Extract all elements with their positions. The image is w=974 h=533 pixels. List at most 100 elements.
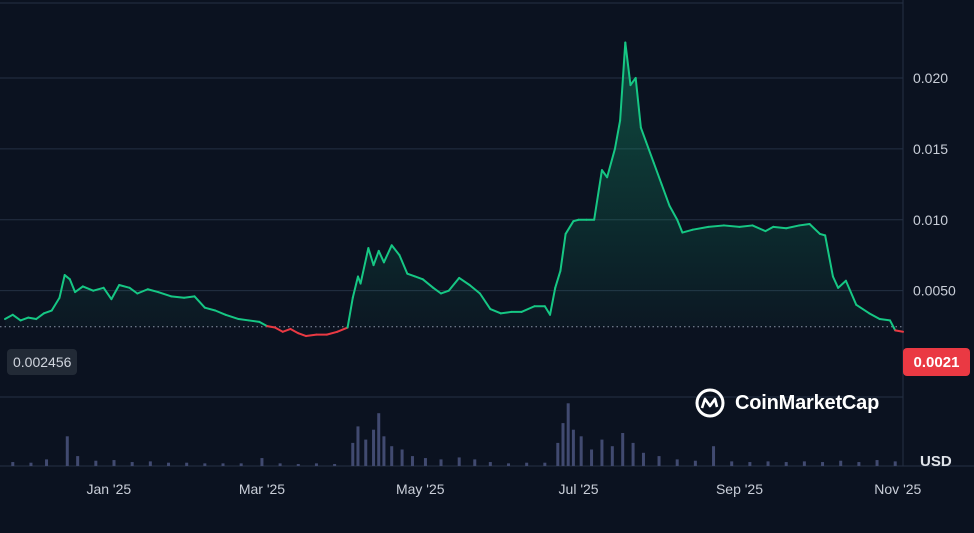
price-line-segment [128, 286, 139, 295]
y-tick-label: 0.010 [913, 212, 948, 228]
price-line-segment [855, 303, 871, 315]
price-line-segment [214, 309, 227, 316]
x-tick-label: Mar '25 [239, 481, 285, 497]
volume-bar [203, 463, 207, 466]
price-line-segment [447, 276, 461, 292]
price-line-segment [63, 274, 71, 281]
price-line-segment [549, 286, 557, 316]
price-line-segment [593, 169, 603, 221]
price-line-segment [68, 278, 77, 294]
volume-bar [351, 442, 355, 466]
volume-bar [333, 464, 337, 466]
price-line-segment [81, 285, 95, 292]
price-line-segment [266, 325, 276, 329]
price-line-segment [367, 247, 375, 267]
price-line-segment [414, 275, 424, 281]
price-line-segment [837, 279, 847, 289]
volume-bar [45, 459, 49, 466]
price-line-segment [377, 249, 385, 264]
price-line-segment [808, 223, 821, 235]
price-line-segment [237, 318, 250, 322]
price-line-segment [613, 119, 622, 150]
volume-bar [457, 457, 461, 466]
volume-bar [278, 463, 282, 466]
volume-bar [675, 459, 679, 466]
price-line-segment [772, 225, 788, 230]
volume-bar [766, 461, 770, 466]
x-tick-label: Nov '25 [874, 481, 921, 497]
price-line-segment [297, 332, 308, 338]
volume-bar [185, 462, 189, 466]
price-line-segment [660, 183, 671, 207]
volume-bar [784, 462, 788, 466]
price-line-segment [406, 272, 417, 278]
volume-bar [525, 462, 529, 466]
price-line-segment [157, 291, 173, 298]
price-line-segment [624, 41, 632, 87]
price-line-segment [42, 309, 53, 315]
volume-bar [372, 429, 376, 466]
price-line-segment [421, 278, 435, 289]
price-line-segment [398, 254, 409, 275]
price-line-segment [489, 308, 502, 315]
price-line-segment [50, 296, 61, 312]
price-line-segment [247, 319, 261, 323]
volume-bar [893, 461, 897, 466]
volume-bar [566, 403, 570, 466]
price-line-segment [668, 204, 679, 221]
volume-bar [130, 462, 134, 466]
price-line-segment [118, 283, 131, 289]
price-line-segment [390, 244, 401, 257]
volume-bar [314, 463, 318, 466]
volume-bar [239, 463, 243, 466]
volume-bar [439, 459, 443, 466]
currency-label: USD [920, 453, 952, 470]
price-line-segment [336, 326, 349, 333]
y-tick-label: 0.0050 [913, 283, 956, 299]
price-line-segment [554, 269, 562, 289]
price-line-segment [325, 330, 339, 336]
volume-bar [730, 461, 734, 466]
price-line-segment [305, 333, 318, 338]
volume-bar [712, 446, 716, 466]
volume-bar [382, 436, 386, 466]
price-line-segment [889, 319, 897, 332]
volume-bar [410, 456, 414, 466]
volume-bar [377, 413, 381, 466]
price-line-segment [372, 249, 380, 267]
x-tick-label: Sep '25 [716, 481, 763, 497]
price-line-segment [559, 232, 567, 272]
volume-bar [821, 462, 825, 466]
price-line-segment [359, 247, 370, 285]
price-line-segment [681, 228, 694, 234]
price-line-segment [11, 313, 22, 322]
volume-bar [748, 462, 752, 466]
volume-bar [296, 464, 300, 466]
price-line-segment [751, 224, 767, 233]
coinmarketcap-logo: CoinMarketCap [694, 387, 879, 419]
price-line-segment [440, 289, 450, 295]
volume-bar [167, 462, 171, 466]
price-line-segment [351, 275, 359, 299]
price-line-segment [102, 286, 113, 301]
volume-bar [590, 449, 594, 466]
price-line-segment [499, 310, 513, 315]
price-line-segment [868, 312, 881, 321]
price-line-segment [600, 169, 609, 179]
current-price-badge: 0.0021 [903, 348, 970, 376]
price-line-segment [878, 318, 892, 322]
price-line-segment [468, 283, 481, 295]
price-line-segment [738, 224, 754, 228]
price-line-segment [281, 327, 292, 333]
y-tick-label: 0.020 [913, 70, 948, 86]
volume-bar [488, 462, 492, 466]
price-line-segment [798, 223, 811, 227]
volume-bar [641, 452, 645, 466]
watermark-text: CoinMarketCap [735, 391, 880, 414]
price-line-segment [4, 313, 14, 321]
price-line-segment [35, 312, 45, 321]
price-line-segment [722, 224, 741, 228]
price-line-segment [458, 276, 471, 286]
price-line-segment [564, 220, 575, 235]
